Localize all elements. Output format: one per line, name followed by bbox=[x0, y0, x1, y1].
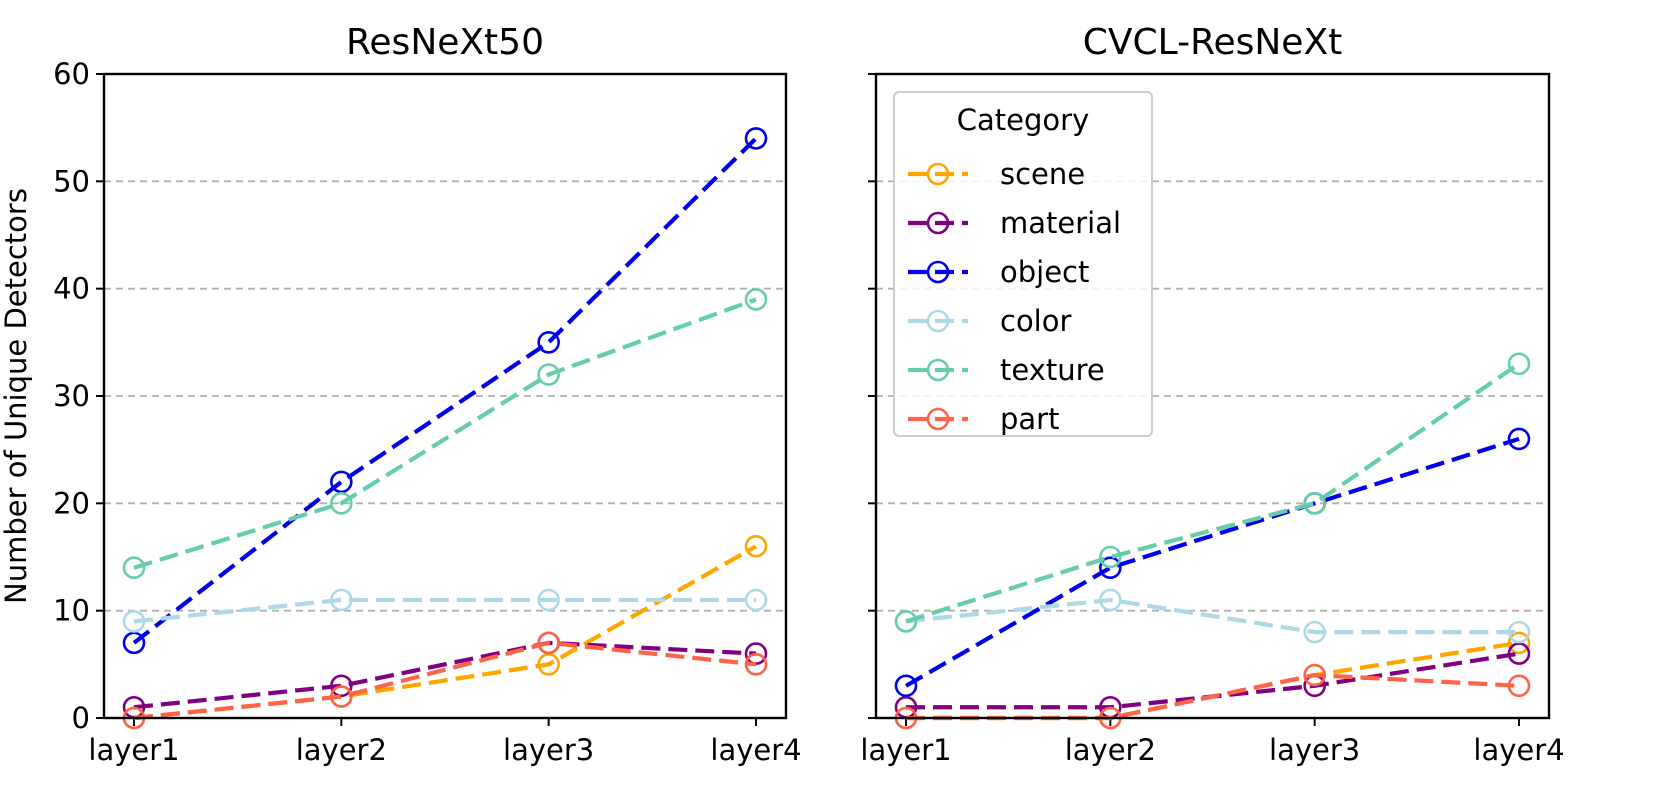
data-point-object bbox=[744, 127, 768, 150]
series-line-texture bbox=[133, 297, 757, 570]
data-point-texture bbox=[1099, 545, 1122, 569]
data-point-texture bbox=[537, 363, 560, 386]
y-tick-label: 40 bbox=[53, 272, 90, 306]
series-texture bbox=[894, 352, 1531, 633]
legend-label: part bbox=[1000, 402, 1059, 436]
data-point-texture bbox=[894, 610, 918, 633]
x-tick-label: layer2 bbox=[296, 733, 387, 767]
y-tick-label: 30 bbox=[53, 379, 90, 413]
series-line-part bbox=[906, 672, 1520, 721]
data-point-object bbox=[537, 331, 560, 354]
data-point-object bbox=[122, 631, 146, 655]
data-point-scene bbox=[744, 534, 768, 558]
series-color bbox=[122, 588, 768, 633]
data-point-texture bbox=[330, 492, 353, 515]
y-tick-label: 50 bbox=[53, 164, 90, 198]
data-point-part bbox=[744, 653, 768, 676]
panel-resnext50: ResNeXt50 layer1 layer2 layer3 layer4 0 10 20 30… bbox=[0, 22, 802, 767]
x-tick-label: layer2 bbox=[1065, 733, 1156, 767]
series-material bbox=[122, 631, 768, 719]
legend-label: material bbox=[1000, 206, 1121, 240]
legend-entry-object: object bbox=[908, 255, 1089, 289]
data-point-object bbox=[894, 674, 918, 698]
data-point-color bbox=[1507, 620, 1531, 644]
data-point-part bbox=[1507, 674, 1531, 698]
chart-title: CVCL-ResNeXt bbox=[1083, 22, 1342, 63]
legend: Category scene material object color texture p… bbox=[893, 91, 1153, 437]
data-point-object bbox=[1099, 556, 1122, 580]
data-point-part bbox=[330, 685, 353, 708]
data-point-material bbox=[1507, 642, 1531, 665]
legend-marker bbox=[926, 211, 950, 235]
series-line-object bbox=[904, 436, 1520, 688]
series-scene bbox=[894, 631, 1531, 730]
series-line-scene bbox=[133, 544, 758, 721]
data-point-part bbox=[1303, 663, 1326, 687]
legend-entry-material: material bbox=[908, 206, 1121, 240]
data-point-color bbox=[1099, 588, 1122, 612]
plot-area bbox=[102, 72, 788, 720]
y-tick-label: 0 bbox=[72, 701, 90, 735]
series-texture bbox=[122, 288, 768, 580]
series-part bbox=[894, 663, 1531, 730]
series-line-texture bbox=[905, 362, 1521, 624]
legend-entry-texture: texture bbox=[908, 353, 1105, 387]
legend-label: texture bbox=[1000, 353, 1105, 387]
data-point-material bbox=[330, 674, 353, 698]
data-point-texture bbox=[1507, 352, 1531, 376]
series-object bbox=[894, 427, 1531, 698]
data-point-color bbox=[537, 588, 560, 612]
series-line-color bbox=[905, 597, 1519, 635]
series-object bbox=[122, 127, 768, 655]
x-tick-label: layer1 bbox=[88, 733, 179, 767]
data-point-color bbox=[1303, 620, 1326, 644]
data-point-color bbox=[122, 610, 146, 633]
x-tick-label: layer3 bbox=[503, 733, 594, 767]
data-point-color bbox=[744, 588, 768, 612]
legend-marker bbox=[926, 309, 950, 333]
legend-marker bbox=[926, 260, 950, 284]
legend-entry-part: part bbox=[908, 402, 1059, 436]
panel-cvcl-resnext: CVCL-ResNeXt layer1 layer2 layer3 layer4 Cate… bbox=[860, 22, 1564, 767]
series-line-part bbox=[133, 640, 757, 721]
y-tick-label: 20 bbox=[53, 486, 90, 520]
series-line-color bbox=[133, 597, 756, 624]
data-point-scene bbox=[537, 653, 560, 676]
chart-title: ResNeXt50 bbox=[346, 22, 544, 63]
data-point-object bbox=[1507, 427, 1531, 451]
data-point-texture bbox=[744, 288, 768, 311]
x-tick-label: layer3 bbox=[1269, 733, 1360, 767]
legend-marker bbox=[926, 407, 950, 431]
legend-entry-color: color bbox=[908, 304, 1071, 338]
legend-label: scene bbox=[1000, 157, 1085, 191]
legend-label: color bbox=[1000, 304, 1071, 338]
y-tick-label: 60 bbox=[53, 57, 90, 91]
y-axis-label: Number of Unique Detectors bbox=[0, 188, 33, 604]
x-tick-label: layer4 bbox=[710, 733, 801, 767]
series-line-material bbox=[133, 640, 757, 710]
legend-marker bbox=[926, 162, 950, 186]
legend-label: object bbox=[1000, 255, 1089, 289]
data-point-color bbox=[330, 588, 353, 612]
data-point-scene bbox=[1507, 631, 1531, 655]
data-point-part bbox=[537, 631, 560, 655]
legend-marker bbox=[926, 358, 950, 382]
series-material bbox=[894, 642, 1531, 719]
data-point-texture bbox=[122, 556, 146, 580]
data-point-object bbox=[330, 470, 353, 494]
legend-entry-scene: scene bbox=[908, 157, 1085, 191]
y-tick-label: 10 bbox=[53, 594, 90, 628]
x-tick-label: layer4 bbox=[1473, 733, 1564, 767]
series-color bbox=[894, 588, 1531, 644]
plot-area bbox=[874, 72, 1551, 720]
legend-title: Category bbox=[957, 103, 1089, 137]
data-point-texture bbox=[1303, 492, 1326, 515]
legend-box bbox=[893, 91, 1153, 437]
x-tick-label: layer1 bbox=[860, 733, 951, 767]
series-line-object bbox=[132, 136, 758, 645]
